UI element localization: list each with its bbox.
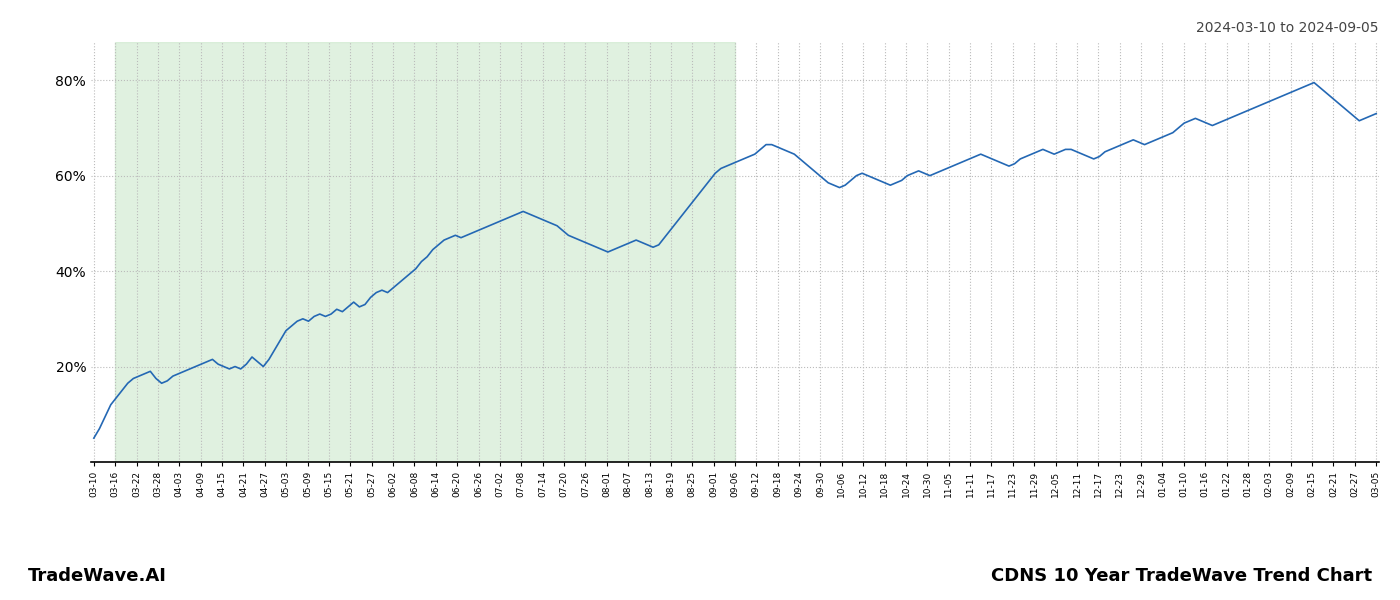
Bar xyxy=(115,42,735,462)
Text: TradeWave.AI: TradeWave.AI xyxy=(28,567,167,585)
Text: 2024-03-10 to 2024-09-05: 2024-03-10 to 2024-09-05 xyxy=(1197,21,1379,35)
Text: CDNS 10 Year TradeWave Trend Chart: CDNS 10 Year TradeWave Trend Chart xyxy=(991,567,1372,585)
